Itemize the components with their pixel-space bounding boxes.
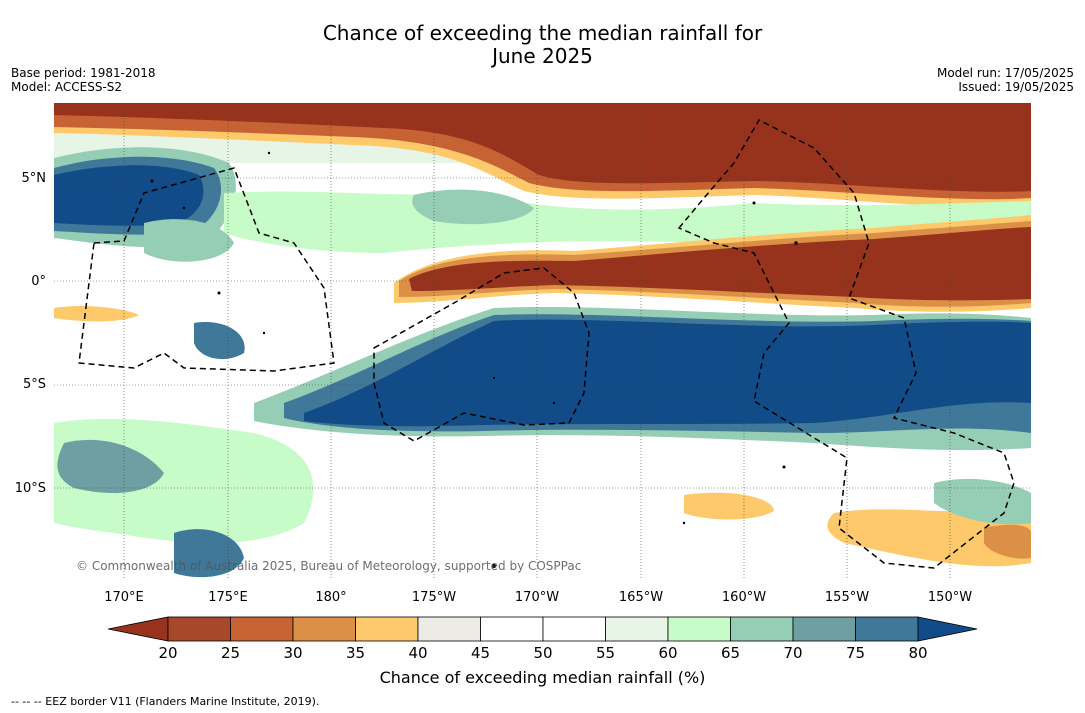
copyright-notice: © Commonwealth of Australia 2025, Bureau… (76, 559, 582, 573)
south-wet-patch (174, 529, 244, 578)
colorbar-segment (605, 616, 669, 642)
colorbar-tick-label: 65 (720, 644, 741, 662)
model-run: Model run: 17/05/2025 (936, 66, 1074, 80)
colorbar-segment (730, 616, 794, 642)
colorbar-segment (792, 616, 856, 642)
southeast-dry-patch-1 (684, 492, 774, 520)
southeast-wet-patch (934, 478, 1031, 525)
lon-label: 165°W (618, 590, 664, 605)
southeast-dry-patch-2 (827, 508, 1031, 567)
colorbar-segment (542, 616, 606, 642)
colorbar-tick-label: 55 (595, 644, 616, 662)
meta-right: Model run: 17/05/2025 Issued: 19/05/2025 (937, 66, 1074, 94)
colorbar-extend-high (917, 616, 978, 642)
colorbar-tick-label: 70 (783, 644, 803, 662)
colorbar-tick-label: 35 (345, 644, 366, 662)
map-svg (54, 103, 1031, 580)
colorbar-tick-label: 75 (845, 644, 866, 662)
colorbar-tick-label: 30 (283, 644, 303, 662)
west-dry-patch (54, 305, 139, 322)
gridlines (54, 103, 1031, 580)
title-line-2: June 2025 (492, 44, 593, 68)
colorbar-segment (292, 616, 356, 642)
southeast-dry-patch-3 (984, 524, 1031, 559)
colorbar-label: Chance of exceeding median rainfall (%) (379, 668, 706, 687)
southwest-wet-patch (57, 439, 164, 493)
mid-wet-patch (194, 322, 245, 360)
lat-label: 5°S (22, 377, 46, 392)
lon-label: 170°E (104, 590, 144, 605)
rainfall-map: © Commonwealth of Australia 2025, Bureau… (54, 103, 1031, 580)
lat-label: 0° (31, 274, 46, 289)
colorbar-tick-label: 50 (533, 644, 553, 662)
colorbar-segment (480, 616, 544, 642)
eez-legend-note: -- -- -- EEZ border V11 (Flanders Marine… (11, 695, 320, 708)
colorbar-segment (667, 616, 731, 642)
west-wet-patch (144, 219, 234, 262)
lon-label: 170°W (514, 590, 560, 605)
meta-left: Base period: 1981-2018 Model: ACCESS-S2 (11, 66, 156, 94)
colorbar-extend-low (108, 616, 169, 642)
colorbar-tick-label: 45 (470, 644, 491, 662)
north-wet-patch (412, 189, 534, 225)
colorbar-tick-label: 20 (158, 644, 178, 662)
colorbar-segment (355, 616, 419, 642)
colorbar-segment (167, 616, 231, 642)
lon-label: 175°E (208, 590, 248, 605)
equatorial-dry-band (394, 215, 1031, 312)
lon-label: 175°W (411, 590, 457, 605)
colorbar-segment (855, 616, 919, 642)
eez-borders (78, 119, 1015, 569)
title-line-1: Chance of exceeding the median rainfall … (322, 21, 763, 45)
islands (150, 151, 798, 568)
colorbar-tick-label: 40 (408, 644, 428, 662)
north-dry-band (54, 103, 1031, 207)
colorbar-segment (417, 616, 481, 642)
colorbar-segment (230, 616, 294, 642)
lat-label: 5°N (21, 171, 47, 186)
lon-label: 180° (315, 590, 347, 605)
colorbar-tick-label: 60 (658, 644, 678, 662)
model-name: Model: ACCESS-S2 (11, 80, 123, 94)
issued-date: Issued: 19/05/2025 (958, 80, 1074, 94)
colorbar-tick-label: 80 (908, 644, 928, 662)
map-title: Chance of exceeding the median rainfall … (0, 22, 1085, 68)
colorbar-tick-label: 25 (220, 644, 241, 662)
lon-label: 160°W (721, 590, 767, 605)
base-period: Base period: 1981-2018 (11, 66, 156, 80)
lon-label: 155°W (824, 590, 870, 605)
south-wet-band (254, 306, 1031, 451)
lon-label: 150°W (927, 590, 973, 605)
lat-label: 10°S (14, 481, 46, 496)
colorbar (108, 616, 978, 642)
